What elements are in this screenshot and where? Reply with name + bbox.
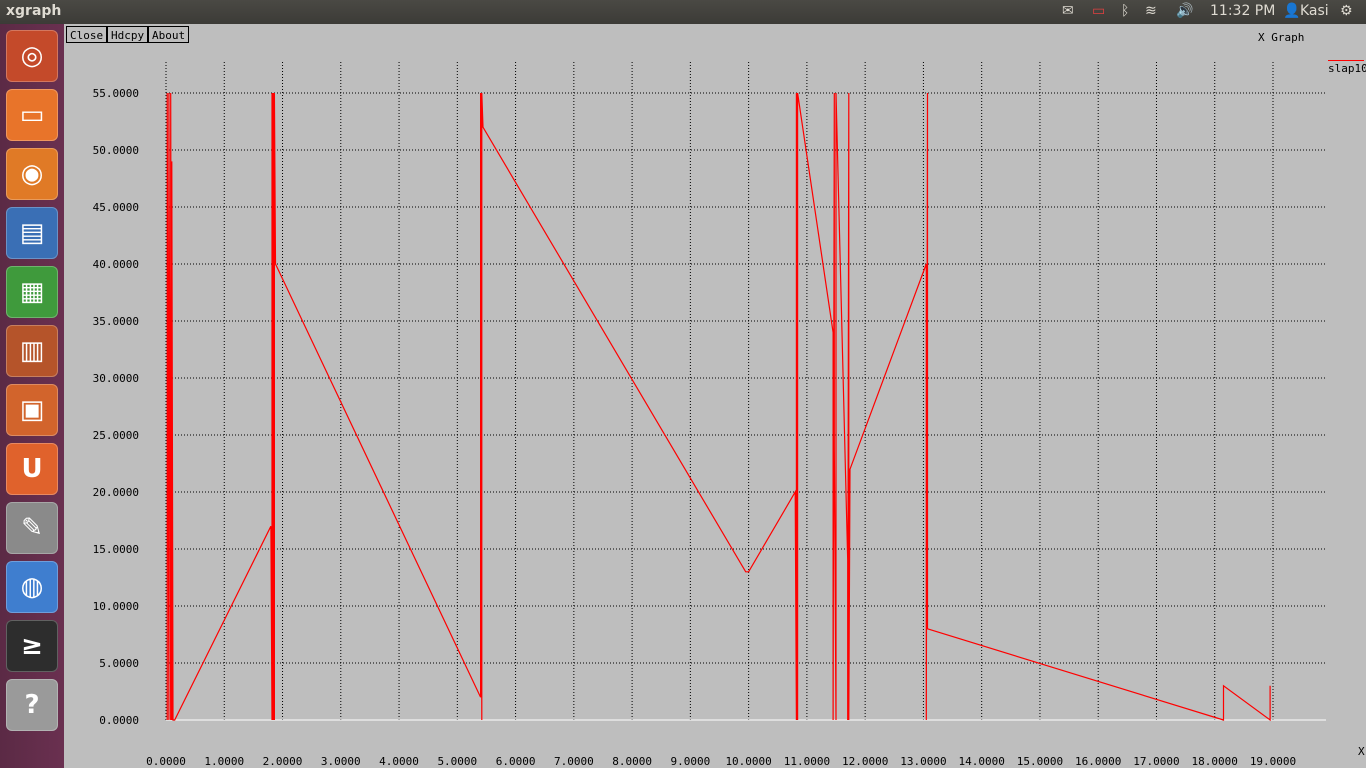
y-tick-label: 30.0000 xyxy=(93,372,139,385)
y-tick-label: 10.0000 xyxy=(93,600,139,613)
x-tick-label: 4.0000 xyxy=(379,755,419,768)
ubuntu-dash-icon[interactable]: ◎ xyxy=(6,30,58,82)
legend-swatch xyxy=(1328,60,1364,61)
x-tick-label: 14.0000 xyxy=(959,755,1005,768)
y-tick-label: 20.0000 xyxy=(93,486,139,499)
x-tick-label: 6.0000 xyxy=(496,755,536,768)
system-settings-icon[interactable]: ✎ xyxy=(6,502,58,554)
y-tick-label: 0.0000 xyxy=(99,714,139,727)
xgraph-window: Close Hdcpy About X Graph slap10 X 0.000… xyxy=(64,24,1366,768)
impress-glyph-icon: ▥ xyxy=(19,336,45,366)
terminal-glyph-icon: ≥ xyxy=(21,631,43,661)
writer-glyph-icon: ▤ xyxy=(19,218,45,248)
x-tick-label: 11.0000 xyxy=(784,755,830,768)
legend-label: slap10 xyxy=(1328,62,1366,75)
y-tick-label: 35.0000 xyxy=(93,315,139,328)
x-tick-label: 3.0000 xyxy=(321,755,361,768)
chromium-icon[interactable]: ◍ xyxy=(6,561,58,613)
session-gear-icon[interactable]: ⚙ xyxy=(1340,3,1353,19)
bluetooth-icon[interactable]: ᛒ xyxy=(1121,3,1130,19)
x-tick-label: 12.0000 xyxy=(842,755,888,768)
files-glyph-icon: ▭ xyxy=(19,100,45,130)
x-tick-label: 16.0000 xyxy=(1075,755,1121,768)
hdcpy-button[interactable]: Hdcpy xyxy=(107,26,149,43)
wifi-icon[interactable]: ≋ xyxy=(1145,3,1157,19)
ubuntu-dash-glyph-icon: ◎ xyxy=(20,41,44,71)
x-tick-label: 15.0000 xyxy=(1017,755,1063,768)
x-tick-label: 17.0000 xyxy=(1133,755,1179,768)
calc-icon[interactable]: ▦ xyxy=(6,266,58,318)
x-tick-label: 2.0000 xyxy=(263,755,303,768)
user-icon[interactable]: 👤 xyxy=(1283,3,1301,19)
user-name[interactable]: Kasi xyxy=(1300,3,1329,19)
help-icon[interactable]: ? xyxy=(6,679,58,731)
y-tick-label: 55.0000 xyxy=(93,87,139,100)
firefox-icon[interactable]: ◉ xyxy=(6,148,58,200)
help-glyph-icon: ? xyxy=(24,690,40,720)
battery-icon[interactable]: ▭ xyxy=(1092,3,1106,19)
x-tick-label: 13.0000 xyxy=(900,755,946,768)
x-tick-label: 10.0000 xyxy=(725,755,771,768)
mail-icon[interactable]: ✉ xyxy=(1062,3,1074,19)
terminal-icon[interactable]: ≥ xyxy=(6,620,58,672)
x-unit-label: X xyxy=(1358,745,1365,758)
ubuntu-one-icon[interactable]: U xyxy=(6,443,58,495)
chromium-glyph-icon: ◍ xyxy=(20,572,44,602)
writer-icon[interactable]: ▤ xyxy=(6,207,58,259)
x-tick-label: 8.0000 xyxy=(612,755,652,768)
series-line-slap10 xyxy=(166,92,1271,722)
launcher: ◎ ▭ ◉ ▤ ▦ ▥ ▣ U ✎ ◍ ≥? xyxy=(0,24,64,768)
graph-title: X Graph xyxy=(1258,31,1305,44)
x-tick-label: 19.0000 xyxy=(1250,755,1296,768)
plot-canvas[interactable]: 0.0000 1.0000 2.0000 3.0000 4.0000 5.0000 6.00… xyxy=(64,24,1366,768)
clock[interactable]: 11:32 PM xyxy=(1210,3,1276,19)
software-center-icon[interactable]: ▣ xyxy=(6,384,58,436)
x-tick-label: 9.0000 xyxy=(670,755,710,768)
volume-icon[interactable]: 🔊 xyxy=(1176,3,1194,19)
y-tick-label: 40.0000 xyxy=(93,258,139,271)
y-tick-label: 50.0000 xyxy=(93,144,139,157)
about-button[interactable]: About xyxy=(148,26,190,43)
x-tick-label: 0.0000 xyxy=(146,755,186,768)
app-title: xgraph xyxy=(6,3,62,19)
x-tick-label: 18.0000 xyxy=(1192,755,1238,768)
y-tick-label: 25.0000 xyxy=(93,429,139,442)
firefox-glyph-icon: ◉ xyxy=(20,159,44,189)
top-panel: xgraph ✉ ▭ ᛒ ≋ 🔊 11:32 PM 👤 Kasi ⚙ xyxy=(0,0,1366,24)
ubuntu-one-glyph-icon: U xyxy=(21,454,43,484)
calc-glyph-icon: ▦ xyxy=(19,277,45,307)
impress-icon[interactable]: ▥ xyxy=(6,325,58,377)
system-settings-glyph-icon: ✎ xyxy=(21,513,43,543)
y-tick-label: 5.0000 xyxy=(99,657,139,670)
x-tick-label: 5.0000 xyxy=(437,755,477,768)
y-tick-label: 45.0000 xyxy=(93,201,139,214)
y-tick-label: 15.0000 xyxy=(93,543,139,556)
files-icon[interactable]: ▭ xyxy=(6,89,58,141)
x-tick-label: 7.0000 xyxy=(554,755,594,768)
close-button[interactable]: Close xyxy=(66,26,108,43)
software-center-glyph-icon: ▣ xyxy=(19,395,45,425)
x-tick-label: 1.0000 xyxy=(204,755,244,768)
